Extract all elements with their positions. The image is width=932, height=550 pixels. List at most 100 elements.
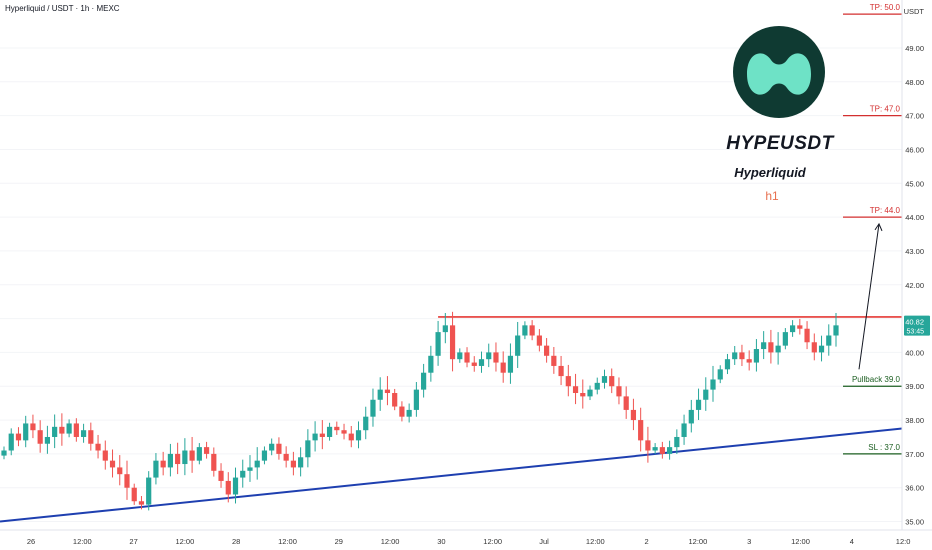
candle-body [478, 359, 485, 366]
candle-body [189, 450, 195, 461]
candle-body [544, 345, 550, 356]
candle-body [659, 447, 665, 454]
candle-body [377, 389, 383, 400]
candle-body [218, 470, 224, 481]
time-tick-label: 4 [850, 537, 854, 546]
candle-body [515, 335, 521, 356]
candle-body [442, 325, 448, 333]
candle-body [305, 440, 311, 458]
candle-body [667, 447, 673, 454]
candle-body [449, 325, 456, 360]
candle-body [348, 433, 354, 441]
price-tick-label: 36.00 [905, 484, 924, 493]
candle-body [261, 450, 268, 461]
price-tick-label: 38.00 [905, 416, 924, 425]
candle-body [95, 443, 101, 451]
time-tick-label: 29 [335, 537, 343, 546]
candle-body [761, 342, 767, 350]
time-tick-label: 12:00 [381, 537, 400, 546]
candle-body [37, 430, 43, 444]
candle-body [645, 440, 651, 451]
candle-body [30, 423, 36, 431]
candle-body [746, 359, 752, 363]
candle-body [283, 453, 289, 461]
candle-body [88, 430, 94, 444]
candle-body [732, 352, 738, 360]
candle-body [131, 487, 137, 502]
candle-body [341, 430, 347, 434]
candle-body [167, 453, 173, 468]
candle-body [507, 355, 514, 373]
time-tick-label: 28 [232, 537, 240, 546]
chart-header-title: Hyperliquid / USDT · 1h · MEXC [5, 4, 120, 13]
candle-body [421, 372, 427, 390]
candle-body [703, 389, 709, 400]
candle-body [211, 453, 217, 471]
level-label: TP: 50.0 [870, 3, 901, 12]
candle-body [66, 423, 72, 434]
time-axis: 26 12:00 27 12:00 28 12:00 29 12:00 30 12:00 Jul 12… [0, 529, 932, 546]
candle-body [826, 335, 832, 346]
price-tick-label: 49.00 [905, 44, 924, 53]
candle-body [486, 352, 492, 360]
time-tick-label: 26 [27, 537, 35, 546]
candle-body [789, 325, 796, 333]
candle-body [399, 406, 405, 417]
price-tick-label: 40.00 [905, 348, 924, 357]
candle-body [493, 352, 499, 363]
time-tick-label: 30 [437, 537, 445, 546]
candle-body [435, 332, 441, 356]
candle-body [797, 325, 803, 329]
chart-grid [0, 47, 902, 523]
time-tick-label: 3 [747, 537, 751, 546]
price-tick-label: 37.00 [905, 450, 924, 459]
price-tick-label: 44.00 [905, 213, 924, 222]
candle-body [674, 436, 680, 448]
candle-body [334, 426, 340, 431]
price-tick-label: 42.00 [905, 281, 924, 290]
candle-body [392, 393, 398, 407]
candle-body [500, 362, 506, 373]
candle-body [225, 480, 231, 495]
hyperliquid-logo-icon [733, 26, 825, 118]
candle-body [355, 430, 362, 441]
timeframe-label: h1 [765, 189, 779, 203]
price-tick-label: 35.00 [905, 518, 924, 527]
candle-body [44, 436, 51, 444]
support-trendline [0, 427, 903, 523]
countdown-label: 53:45 [906, 329, 924, 336]
candle-body [160, 460, 166, 468]
candle-body [175, 453, 181, 465]
candle-body [413, 389, 419, 410]
time-tick-label: 12:0 [896, 537, 911, 546]
candle-body [580, 393, 586, 397]
candle-body [623, 396, 629, 410]
candle-body [710, 379, 716, 390]
candle-body [681, 423, 687, 437]
candle-body [52, 426, 58, 437]
candle-body [804, 328, 810, 343]
level-label: Pullback 39.0 [852, 375, 901, 384]
candle-body [724, 359, 731, 370]
price-tick-label: 39.00 [905, 382, 924, 391]
candle-body [406, 409, 412, 417]
time-tick-label: 12:00 [278, 537, 297, 546]
currency-label: USDT [904, 7, 925, 16]
time-tick-label: 12:00 [483, 537, 502, 546]
candle-body [638, 420, 644, 441]
candle-body [203, 447, 210, 454]
candle-body [587, 389, 593, 397]
symbol-title: HYPEUSDT [726, 133, 834, 154]
candle-body [232, 477, 239, 495]
candle-body [370, 399, 376, 417]
candle-body [739, 352, 745, 360]
candle-body [384, 389, 391, 394]
candle-body [572, 386, 579, 394]
time-tick-label: 27 [129, 537, 137, 546]
candle-body [269, 443, 275, 451]
candle-body [290, 460, 296, 468]
candle-body [601, 376, 608, 383]
candle-body [529, 325, 535, 336]
candle-body [196, 447, 202, 461]
